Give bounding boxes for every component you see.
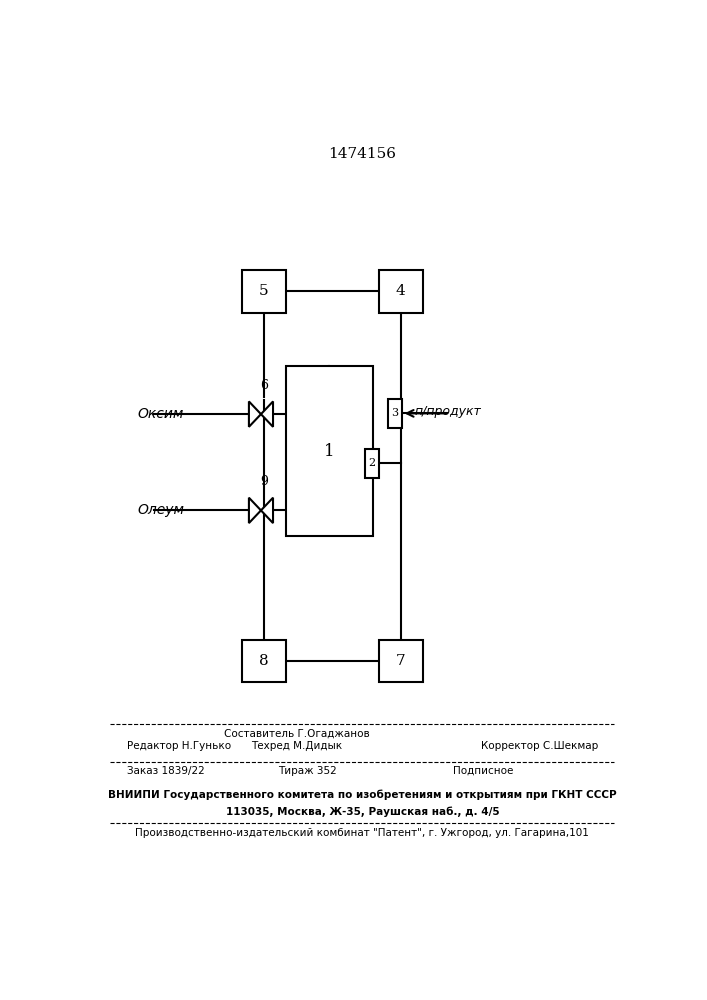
Text: Оксим: Оксим bbox=[138, 407, 185, 421]
Text: 9: 9 bbox=[259, 475, 268, 488]
Text: 3: 3 bbox=[392, 408, 399, 418]
Text: Олеум: Олеум bbox=[137, 503, 185, 517]
Text: 8: 8 bbox=[259, 654, 269, 668]
Text: 5: 5 bbox=[259, 284, 269, 298]
Text: 1: 1 bbox=[324, 443, 335, 460]
Text: 4: 4 bbox=[396, 284, 406, 298]
Polygon shape bbox=[261, 401, 273, 427]
Text: 7: 7 bbox=[396, 654, 406, 668]
Text: Корректор С.Шекмар: Корректор С.Шекмар bbox=[481, 741, 598, 751]
Bar bbox=[242, 640, 286, 682]
Text: п/продукт: п/продукт bbox=[414, 405, 481, 418]
Text: 2: 2 bbox=[368, 458, 375, 468]
Text: Редактор Н.Гунько: Редактор Н.Гунько bbox=[127, 741, 231, 751]
Bar bbox=[365, 449, 379, 478]
Bar bbox=[379, 270, 423, 312]
Bar bbox=[286, 366, 373, 536]
Text: Составитель Г.Огаджанов: Составитель Г.Огаджанов bbox=[223, 728, 370, 738]
Text: 1474156: 1474156 bbox=[328, 147, 397, 161]
Bar bbox=[242, 270, 286, 312]
Text: 6: 6 bbox=[259, 379, 268, 392]
Polygon shape bbox=[261, 498, 273, 523]
Bar bbox=[388, 399, 402, 428]
Text: Производственно-издательский комбинат "Патент", г. Ужгород, ул. Гагарина,101: Производственно-издательский комбинат "П… bbox=[136, 828, 589, 838]
Text: Заказ 1839/22: Заказ 1839/22 bbox=[127, 766, 204, 776]
Text: Техред М.Дидык: Техред М.Дидык bbox=[251, 741, 342, 751]
Polygon shape bbox=[249, 498, 261, 523]
Text: 113035, Москва, Ж-35, Раушская наб., д. 4/5: 113035, Москва, Ж-35, Раушская наб., д. … bbox=[226, 806, 499, 817]
Polygon shape bbox=[249, 401, 261, 427]
Text: Тираж 352: Тираж 352 bbox=[278, 766, 337, 776]
Text: Подписное: Подписное bbox=[452, 766, 513, 776]
Bar bbox=[379, 640, 423, 682]
Text: ВНИИПИ Государственного комитета по изобретениям и открытиям при ГКНТ СССР: ВНИИПИ Государственного комитета по изоб… bbox=[108, 789, 617, 800]
